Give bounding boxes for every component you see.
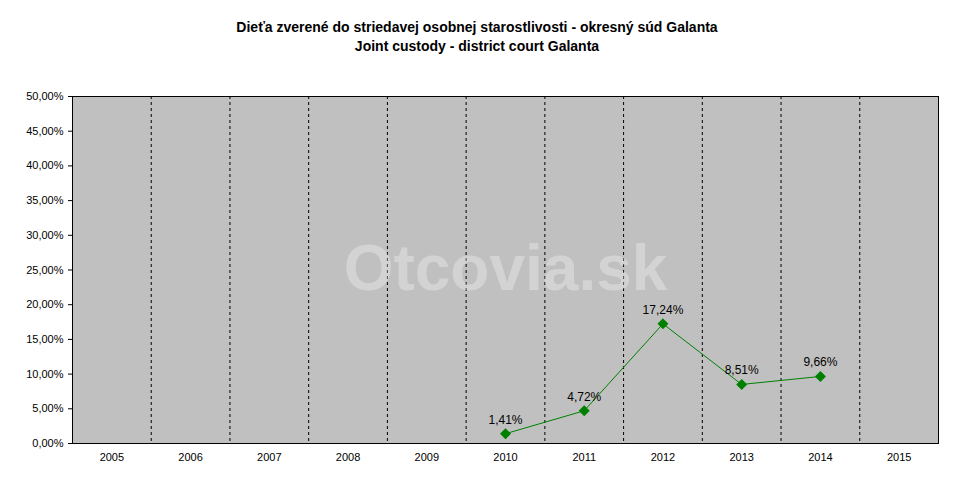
svg-text:15,00%: 15,00% [26,333,64,345]
svg-text:2012: 2012 [651,451,675,463]
svg-text:Otcovia.sk: Otcovia.sk [344,232,668,304]
svg-text:2013: 2013 [729,451,753,463]
svg-text:2015: 2015 [887,451,911,463]
svg-text:5,00%: 5,00% [32,402,63,414]
svg-text:2011: 2011 [572,451,596,463]
svg-text:45,00%: 45,00% [26,125,64,137]
svg-text:2005: 2005 [100,451,124,463]
svg-text:20,00%: 20,00% [26,298,64,310]
svg-text:2008: 2008 [336,451,360,463]
svg-text:0,00%: 0,00% [32,437,63,449]
svg-text:50,00%: 50,00% [26,90,64,102]
html-text:Joint custody - district court: Joint custody - district court Galanta [354,38,600,54]
svg-text:2014: 2014 [808,451,832,463]
svg-text:2009: 2009 [415,451,439,463]
svg-text:10,00%: 10,00% [26,368,64,380]
svg-text:30,00%: 30,00% [26,229,64,241]
svg-text:2006: 2006 [178,451,202,463]
svg-text:8,51%: 8,51% [725,363,759,377]
svg-text:9,66%: 9,66% [803,355,837,369]
svg-text:4,72%: 4,72% [567,390,601,404]
svg-text:25,00%: 25,00% [26,264,64,276]
svg-text:35,00%: 35,00% [26,194,64,206]
svg-text:17,24%: 17,24% [643,303,684,317]
svg-text:2010: 2010 [493,451,517,463]
svg-text:40,00%: 40,00% [26,159,64,171]
svg-text:1,41%: 1,41% [488,413,522,427]
svg-text:2007: 2007 [257,451,281,463]
html-text:Dieťa zverené do striedavej os: Dieťa zverené do striedavej osobnej star… [236,19,718,35]
